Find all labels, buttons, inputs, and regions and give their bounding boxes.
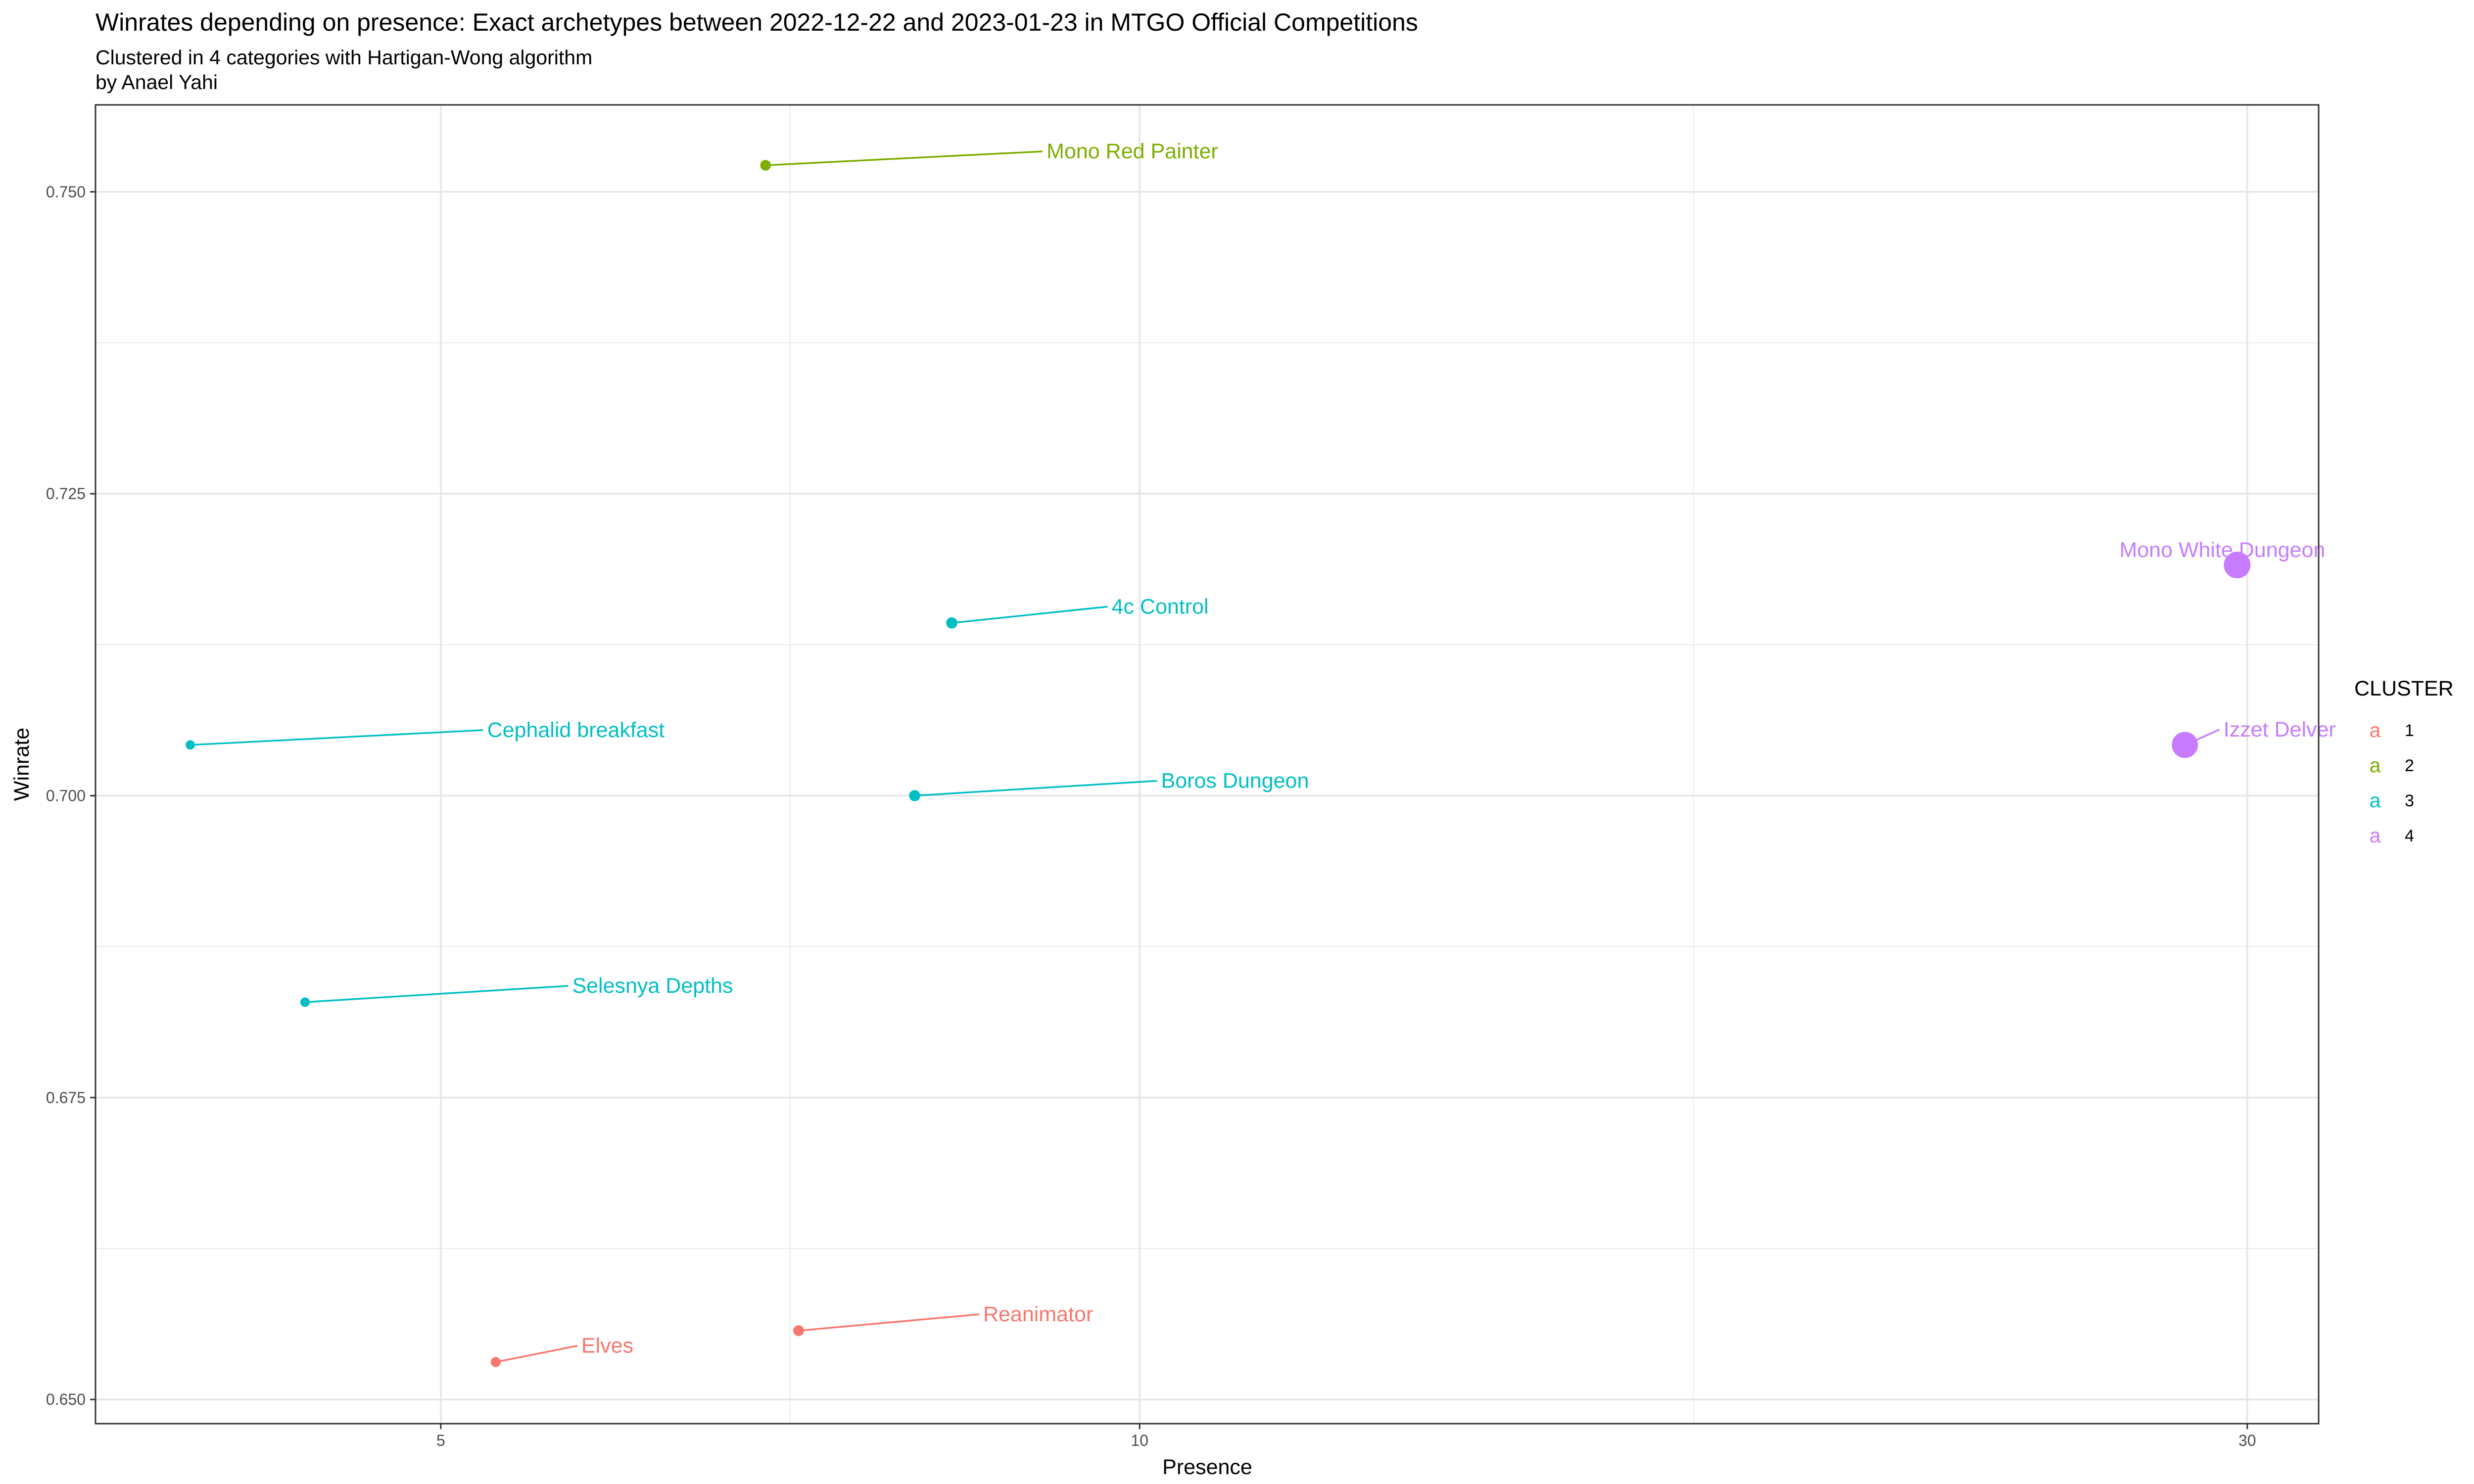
legend-label: 4	[2405, 827, 2414, 845]
data-point	[793, 1325, 804, 1336]
data-point	[2172, 732, 2198, 758]
x-axis: 5 10 30	[436, 1424, 2256, 1449]
x-tick-label: 5	[436, 1432, 445, 1449]
point-label: Cephalid breakfast	[487, 718, 665, 742]
legend: CLUSTER a 1 a 2 a 3 a 4	[2354, 677, 2454, 847]
point-labels: Mono Red Painter 4c Control Cephalid break…	[487, 139, 2336, 1357]
leader-line	[765, 150, 1043, 166]
data-points	[186, 160, 2251, 1367]
data-point	[300, 997, 310, 1007]
legend-label: 2	[2405, 756, 2414, 775]
leader-line	[495, 1345, 578, 1363]
legend-label: 3	[2405, 791, 2414, 810]
point-label: Elves	[581, 1334, 633, 1357]
leader-line	[190, 729, 483, 746]
y-tick-label: 0.725	[46, 485, 86, 503]
y-tick-label: 0.650	[46, 1391, 86, 1408]
legend-key: a	[2370, 824, 2381, 847]
plot-panel-border	[95, 104, 2320, 1425]
y-axis-title: Winrate	[10, 728, 34, 801]
data-point	[909, 790, 920, 801]
legend-key: a	[2370, 754, 2381, 777]
label-leader-lines	[190, 150, 2220, 1363]
legend-key: a	[2370, 789, 2381, 812]
chart-byline: by Anael Yahi	[95, 71, 218, 93]
point-label: Mono White Dungeon	[2119, 538, 2325, 562]
y-tick-label: 0.675	[46, 1089, 86, 1107]
y-tick-label: 0.750	[46, 183, 86, 201]
data-point	[2224, 552, 2251, 579]
point-label: Mono Red Painter	[1047, 139, 1218, 163]
point-label: Izzet Delver	[2224, 718, 2336, 742]
leader-line	[914, 780, 1157, 797]
data-point	[946, 617, 957, 629]
legend-title: CLUSTER	[2354, 677, 2454, 700]
x-tick-label: 10	[1131, 1432, 1148, 1449]
leader-line	[798, 1313, 980, 1332]
point-label: Selesnya Depths	[572, 974, 733, 998]
y-tick-label: 0.700	[46, 787, 86, 804]
leader-line	[305, 985, 569, 1003]
data-point	[490, 1357, 501, 1367]
legend-label: 1	[2405, 721, 2414, 740]
data-point	[760, 160, 771, 171]
chart-title: Winrates depending on presence: Exact ar…	[95, 8, 1418, 36]
data-point	[186, 740, 195, 750]
leader-line	[952, 605, 1108, 624]
legend-key: a	[2370, 719, 2381, 742]
chart-subtitle: Clustered in 4 categories with Hartigan-…	[95, 46, 592, 69]
point-label: Reanimator	[983, 1302, 1093, 1326]
point-label: 4c Control	[1112, 595, 1209, 618]
x-axis-title: Presence	[1162, 1455, 1252, 1479]
major-gridlines	[95, 105, 2319, 1424]
minor-gridlines	[95, 105, 2319, 1424]
x-tick-label: 30	[2238, 1432, 2256, 1449]
y-axis: 0.650 0.675 0.700 0.725 0.750	[46, 183, 95, 1408]
point-label: Boros Dungeon	[1161, 769, 1309, 792]
